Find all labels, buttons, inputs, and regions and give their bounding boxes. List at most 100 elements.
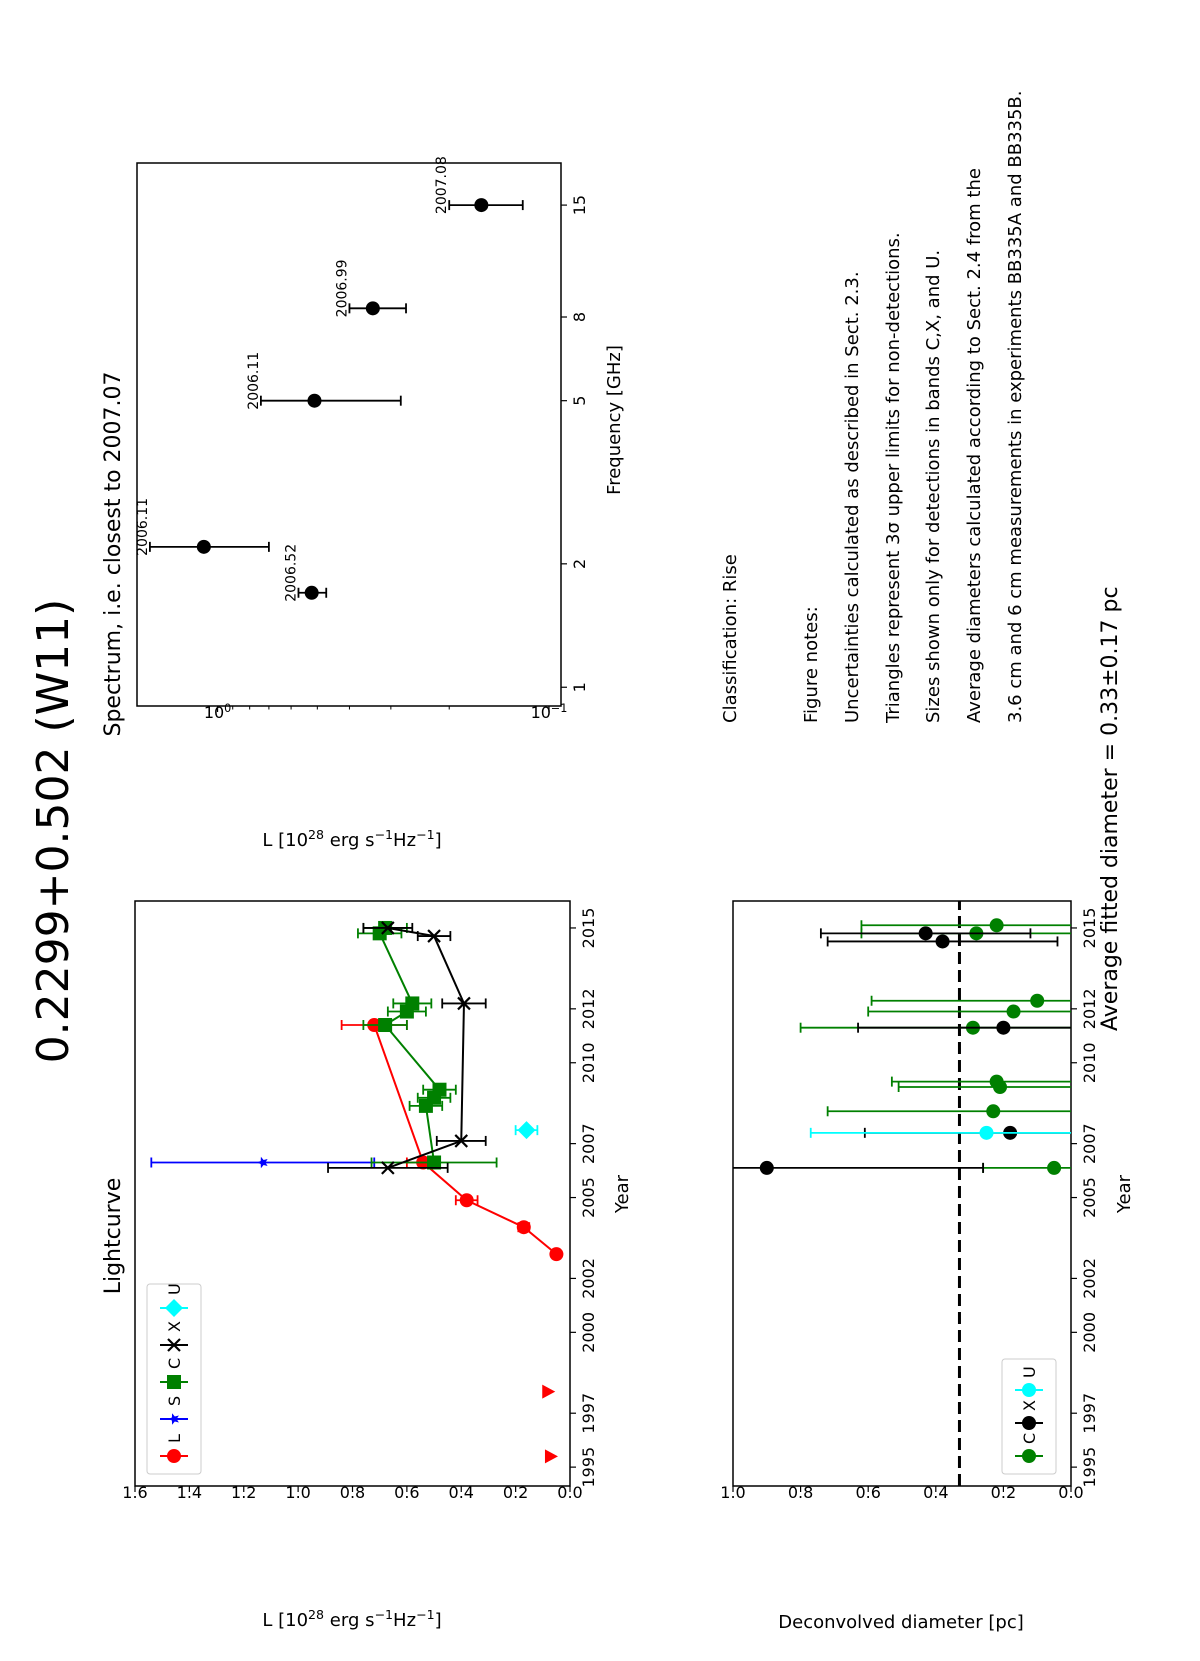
legend-marker xyxy=(1022,1383,1036,1397)
data-point xyxy=(996,1020,1011,1035)
data-point xyxy=(989,918,1004,933)
lightcurve-xtick-label: 2005 xyxy=(579,1177,598,1218)
data-point xyxy=(381,1161,395,1175)
lightcurve-xlabel: Year xyxy=(612,1174,633,1214)
lightcurve-legend: L S C X U xyxy=(146,1283,202,1475)
legend-marker xyxy=(167,1338,181,1352)
lightcurve-ytick-label: 0.0 xyxy=(557,1483,582,1502)
diameter-ylabel: Deconvolved diameter [pc] xyxy=(778,1612,1023,1633)
diameter-frame xyxy=(732,900,1072,1487)
spectrum-xlabel: Frequency [GHz] xyxy=(604,345,625,495)
series-C xyxy=(799,918,1071,1175)
spectrum-frame xyxy=(136,162,562,707)
lightcurve-ylabel: L [1028 erg s−1Hz−1] xyxy=(262,1607,441,1632)
epoch-label: 2006.99 xyxy=(334,259,350,317)
legend-marker xyxy=(168,1413,179,1425)
epoch-label: 2007.08 xyxy=(434,156,450,214)
data-point xyxy=(365,301,380,316)
spectrum-chart: Spectrum, i.e. closest to 2007.07 1 2 5 8 15… xyxy=(101,156,625,851)
spectrum-ylabel: L [1028 erg s−1Hz−1] xyxy=(262,827,441,852)
notes-line: Sizes shown only for detections in bands… xyxy=(923,250,944,723)
diameter-xlabel: Year xyxy=(1114,1174,1135,1214)
data-point xyxy=(381,921,395,935)
spectrum-xtick-label: 2 xyxy=(570,559,589,569)
lightcurve-xtick-label: 2000 xyxy=(579,1312,598,1353)
spectrum-ytick-label: 100 xyxy=(204,702,231,723)
diameter-xtick-label: 2012 xyxy=(1080,988,1099,1029)
epoch-label: 2006.52 xyxy=(283,544,299,602)
lightcurve-ytick-label: 1.6 xyxy=(122,1483,147,1502)
legend-label: L xyxy=(165,1434,184,1443)
spectrum-xtick-label: 5 xyxy=(570,396,589,406)
diameter-xtick-label: 2010 xyxy=(1080,1042,1099,1083)
diameter-ytick-label: 0.4 xyxy=(923,1483,948,1502)
diameter-legend: C X U xyxy=(1001,1358,1057,1475)
lightcurve-xtick-label: 2012 xyxy=(579,988,598,1029)
notes-line: 3.6 cm and 6 cm measurements in experime… xyxy=(1005,90,1026,723)
spectrum-point-group: 2006.99 xyxy=(334,259,407,317)
data-point xyxy=(454,1134,469,1148)
data-point xyxy=(517,1121,536,1140)
data-point xyxy=(989,1074,1004,1089)
series-X xyxy=(733,926,1071,1175)
lightcurve-ytick-label: 0.4 xyxy=(449,1483,474,1502)
legend-marker xyxy=(165,1299,183,1317)
lightcurve-data xyxy=(150,920,564,1464)
diameter-chart: Average fitted diameter = 0.33±0.17 pc 1… xyxy=(720,586,1135,1633)
lightcurve-xtick-label: 2002 xyxy=(579,1258,598,1299)
data-point xyxy=(427,1155,442,1170)
data-point xyxy=(516,1220,531,1235)
upper-limit-triangle xyxy=(544,1449,558,1464)
spectrum-point-group: 2006.52 xyxy=(283,544,328,602)
spectrum-ticks: 1 2 5 8 15 100 10−1 xyxy=(204,195,589,722)
series-U xyxy=(514,1121,539,1140)
series-L xyxy=(340,1018,564,1464)
lightcurve-chart: Lightcurve 1995 1997 2000 2002 2005 2007 2010 2… xyxy=(101,900,633,1632)
spectrum-xtick-label: 1 xyxy=(570,682,589,692)
diameter-xtick-label: 1995 xyxy=(1080,1447,1099,1488)
legend-marker xyxy=(167,1449,181,1463)
lightcurve-ytick-label: 1.0 xyxy=(285,1483,310,1502)
classification-label: Classification: Rise xyxy=(720,554,741,723)
lightcurve-xtick-label: 1995 xyxy=(579,1447,598,1488)
data-point xyxy=(979,1125,994,1140)
diameter-xtick-label: 2000 xyxy=(1080,1312,1099,1353)
data-point xyxy=(427,929,441,943)
lightcurve-xtick-label: 2010 xyxy=(579,1042,598,1083)
series-C xyxy=(357,920,498,1170)
legend-label: X xyxy=(1020,1400,1039,1411)
lightcurve-xtick-label: 2015 xyxy=(579,908,598,949)
diameter-xtick-label: 1997 xyxy=(1080,1393,1099,1434)
lightcurve-xtick-label: 1997 xyxy=(579,1393,598,1434)
spectrum-point-group: 2006.11 xyxy=(135,498,270,556)
series-line xyxy=(378,927,441,1163)
legend-marker xyxy=(167,1375,181,1389)
data-point xyxy=(378,1018,393,1033)
legend-label: S xyxy=(165,1396,184,1406)
lightcurve-ytick-label: 1.2 xyxy=(231,1483,256,1502)
notes-line: Triangles represent 3σ upper limits for … xyxy=(883,232,904,724)
data-point xyxy=(196,539,211,554)
data-point xyxy=(935,934,950,949)
spectrum-point-group: 2006.11 xyxy=(246,352,402,410)
diameter-ytick-label: 0.0 xyxy=(1058,1483,1083,1502)
data-point xyxy=(549,1247,564,1262)
legend-marker xyxy=(1022,1416,1036,1430)
lightcurve-ytick-label: 1.4 xyxy=(177,1483,202,1502)
data-point xyxy=(474,198,489,213)
legend-label: U xyxy=(165,1283,184,1295)
series-line xyxy=(373,1024,558,1255)
data-point xyxy=(986,1104,1001,1119)
diameter-ytick-label: 0.6 xyxy=(855,1483,880,1502)
data-point xyxy=(1006,1004,1021,1019)
diameter-ytick-label: 1.0 xyxy=(720,1483,745,1502)
spectrum-xtick-label: 15 xyxy=(570,195,589,215)
legend-label: C xyxy=(1020,1433,1039,1444)
diameter-ytick-label: 0.2 xyxy=(991,1483,1016,1502)
spectrum-data: 2006.52 2006.11 2006.11 2006.99 2007.08 xyxy=(135,156,524,602)
data-point xyxy=(457,996,471,1011)
data-point xyxy=(304,585,319,600)
